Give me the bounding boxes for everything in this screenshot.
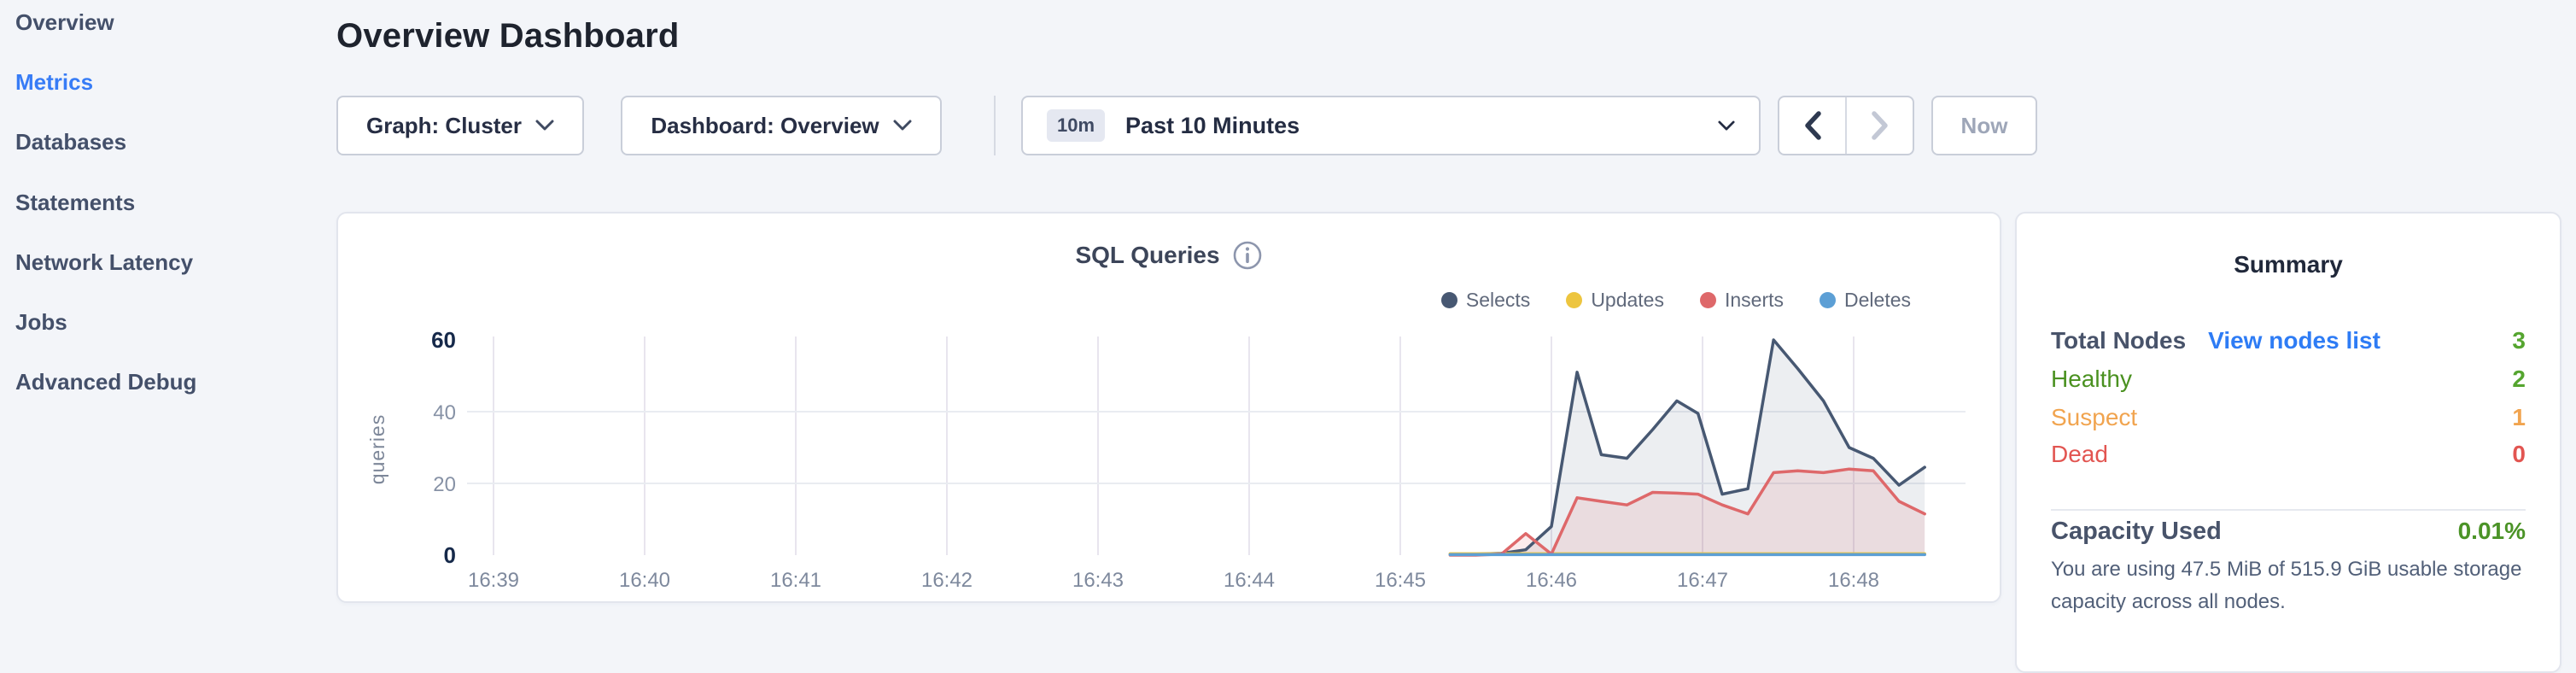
summary-divider — [2051, 509, 2526, 511]
total-nodes-value: 3 — [2512, 327, 2526, 354]
healthy-value: 2 — [2512, 366, 2526, 392]
svg-text:16:44: 16:44 — [1224, 569, 1275, 592]
now-button[interactable]: Now — [1931, 96, 2037, 155]
time-step-button-group — [1778, 96, 1914, 155]
time-prev-button[interactable] — [1779, 97, 1845, 154]
sidebar-item-metrics[interactable]: Metrics — [15, 69, 94, 95]
legend-label: Inserts — [1724, 288, 1785, 311]
dashboard-dropdown-label: Dashboard: Overview — [651, 112, 879, 138]
time-range-badge: 10m — [1047, 109, 1106, 142]
chart-title-row: SQL Queries — [338, 238, 2000, 272]
sidebar-item-overview[interactable]: Overview — [15, 9, 114, 35]
sidebar-item-databases[interactable]: Databases — [15, 129, 127, 155]
sql-queries-plot[interactable]: 16:39 16:40 16:41 16:42 16:43 16:44 16:45 16:46… — [338, 214, 2000, 601]
legend-label: Updates — [1591, 288, 1664, 311]
svg-text:40: 40 — [433, 401, 456, 424]
summary-panel: Summary Total Nodes View nodes list 3 He… — [2015, 212, 2561, 673]
page-title: Overview Dashboard — [336, 17, 680, 55]
chevron-right-icon — [1871, 111, 1888, 140]
suspect-label: Suspect — [2051, 404, 2138, 430]
summary-title: Summary — [2234, 251, 2343, 278]
sidebar: Overview Metrics Databases Statements Ne… — [0, 0, 333, 623]
chevron-down-icon — [535, 120, 554, 131]
info-icon[interactable] — [1232, 240, 1263, 271]
sidebar-item-jobs[interactable]: Jobs — [15, 309, 67, 335]
updates-dot-icon — [1566, 291, 1583, 308]
capacity-used-value: 0.01% — [2457, 518, 2526, 544]
chevron-down-icon — [1718, 120, 1735, 130]
time-next-button[interactable] — [1845, 97, 1913, 154]
svg-text:16:40: 16:40 — [619, 569, 670, 592]
deletes-dot-icon — [1820, 291, 1837, 308]
svg-text:0: 0 — [444, 542, 456, 568]
sql-queries-chart-card: SQL Queries Selects Updates Inserts Dele… — [336, 212, 2001, 603]
dashboard-dropdown[interactable]: Dashboard: Overview — [621, 96, 942, 155]
dead-label: Dead — [2051, 441, 2108, 467]
healthy-nodes-row: Healthy 2 — [2051, 362, 2526, 396]
selects-dot-icon — [1440, 291, 1457, 308]
legend-label: Deletes — [1844, 288, 1911, 311]
chart-title: SQL Queries — [1075, 242, 1220, 268]
dead-value: 0 — [2512, 441, 2526, 467]
healthy-label: Healthy — [2051, 366, 2132, 392]
svg-text:16:47: 16:47 — [1677, 569, 1728, 592]
time-range-selector[interactable]: 10m Past 10 Minutes — [1021, 96, 1761, 155]
svg-text:16:43: 16:43 — [1072, 569, 1124, 592]
svg-text:queries: queries — [366, 414, 388, 484]
total-nodes-row: Total Nodes View nodes list 3 — [2051, 324, 2526, 358]
legend-label: Selects — [1465, 288, 1531, 311]
legend-item-updates[interactable]: Updates — [1566, 289, 1664, 312]
capacity-description: You are using 47.5 MiB of 515.9 GiB usab… — [2051, 558, 2522, 613]
legend-item-deletes[interactable]: Deletes — [1820, 289, 1911, 312]
legend-item-selects[interactable]: Selects — [1440, 288, 1531, 312]
time-range-label: Past 10 Minutes — [1125, 112, 1300, 138]
chevron-down-icon — [893, 120, 912, 131]
suspect-nodes-row: Suspect 1 — [2051, 401, 2526, 435]
svg-text:16:45: 16:45 — [1375, 569, 1426, 592]
svg-text:16:41: 16:41 — [770, 569, 821, 592]
chart-legend: Selects Updates Inserts Deletes — [1440, 283, 1911, 317]
chevron-left-icon — [1804, 111, 1821, 140]
inserts-dot-icon — [1699, 291, 1716, 308]
svg-text:16:46: 16:46 — [1526, 569, 1577, 592]
view-nodes-list-link[interactable]: View nodes list — [2208, 327, 2380, 354]
capacity-used-label: Capacity Used — [2051, 517, 2222, 545]
suspect-value: 1 — [2512, 404, 2526, 430]
svg-text:16:48: 16:48 — [1828, 569, 1879, 592]
svg-text:16:42: 16:42 — [921, 569, 973, 592]
controls-divider — [994, 96, 996, 155]
svg-text:16:39: 16:39 — [468, 569, 519, 592]
svg-text:60: 60 — [431, 327, 456, 353]
dead-nodes-row: Dead 0 — [2051, 437, 2526, 471]
svg-text:20: 20 — [433, 473, 456, 496]
graph-dropdown[interactable]: Graph: Cluster — [336, 96, 584, 155]
sidebar-item-statements[interactable]: Statements — [15, 190, 136, 215]
total-nodes-label: Total Nodes — [2051, 327, 2187, 354]
legend-item-inserts[interactable]: Inserts — [1699, 288, 1785, 312]
sidebar-item-network-latency[interactable]: Network Latency — [15, 249, 194, 275]
capacity-used-row: Capacity Used 0.01% — [2051, 514, 2526, 548]
graph-dropdown-label: Graph: Cluster — [365, 112, 523, 138]
sidebar-item-advanced-debug[interactable]: Advanced Debug — [15, 369, 197, 395]
